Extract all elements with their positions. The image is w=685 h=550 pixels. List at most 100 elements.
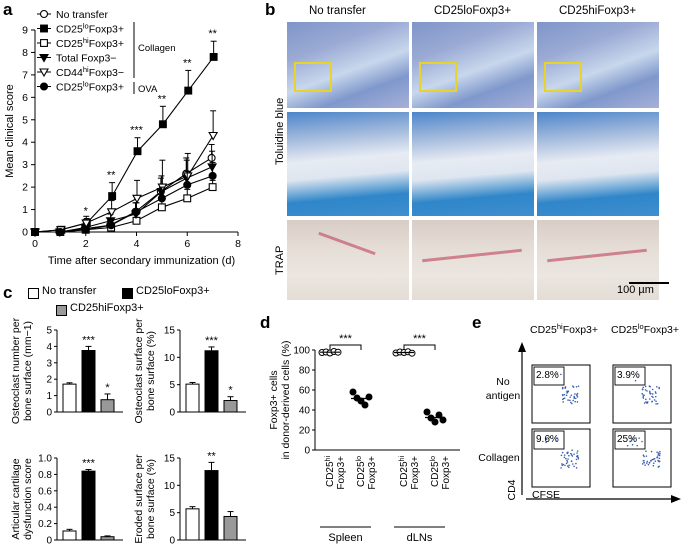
flow-event xyxy=(652,464,655,467)
bar xyxy=(223,515,238,541)
group-label: CD25hi xyxy=(399,456,411,487)
y-tick-label: 20 xyxy=(299,426,311,437)
flow-event xyxy=(641,388,644,391)
series-line xyxy=(35,186,213,233)
flow-row-label: Collagen xyxy=(478,452,520,464)
data-point xyxy=(209,52,218,61)
row-label-trap: TRAP xyxy=(274,245,286,275)
legend-bracket-label: Collagen xyxy=(138,43,176,54)
significance-mark: *** xyxy=(205,335,219,347)
data-point xyxy=(208,131,219,141)
legend-a: No transferCD25loFoxp3+CD25hiFoxp3+Total… xyxy=(37,9,176,95)
legend-swatch-hi xyxy=(56,305,67,316)
y-tick-label: 5 xyxy=(22,114,28,126)
data-point xyxy=(183,180,192,189)
flow-event xyxy=(564,464,566,467)
bar-chart-c4: 0 5 10 15 ** Eroded surface per bone surface (… xyxy=(133,450,246,547)
flow-event xyxy=(656,385,658,388)
bar xyxy=(100,536,115,541)
data-point xyxy=(106,208,117,217)
data-point xyxy=(208,171,217,180)
flow-event xyxy=(643,455,645,458)
bar xyxy=(81,470,96,541)
flow-event xyxy=(575,462,577,465)
panel-c-legend: No transfer CD25loFoxp3+ CD25hiFoxp3+ xyxy=(28,284,268,318)
flow-gate xyxy=(533,430,565,450)
flow-event xyxy=(570,401,572,404)
flow-event xyxy=(646,401,649,403)
significance-bracket xyxy=(403,344,436,350)
scale-bar xyxy=(629,282,669,284)
data-point xyxy=(30,227,40,237)
flow-event xyxy=(656,402,659,405)
significance-mark: ** xyxy=(158,93,167,105)
y-tick-label: 10 xyxy=(164,481,176,492)
flow-event xyxy=(571,463,574,465)
flow-event xyxy=(659,450,661,453)
legend-lo: CD25loFoxp3+ xyxy=(136,285,210,297)
y-tick-label: 10 xyxy=(164,353,176,364)
legend-marker xyxy=(40,24,48,33)
flow-event xyxy=(576,393,578,396)
flow-plot-frame xyxy=(531,428,591,488)
data-point xyxy=(132,207,141,216)
data-point xyxy=(133,147,142,156)
significance-mark: ** xyxy=(183,57,192,69)
flow-event xyxy=(560,373,562,376)
bar xyxy=(223,400,238,413)
flow-event xyxy=(652,462,655,464)
flow-event xyxy=(570,452,572,455)
flow-event xyxy=(576,396,579,398)
flow-event xyxy=(577,458,580,460)
flow-event xyxy=(545,438,548,441)
histology-toluidine-low-2 xyxy=(537,22,659,108)
data-point xyxy=(207,163,218,173)
y-tick-label: 100 xyxy=(293,346,310,357)
y-axis-title: Osteoclast number per xyxy=(10,318,22,424)
legend-label: CD44hiFoxp3− xyxy=(56,65,124,80)
flow-event xyxy=(642,397,645,399)
flow-event xyxy=(629,440,631,443)
flow-gate-percent: 9.6% xyxy=(536,434,559,445)
series-line xyxy=(34,135,214,233)
group-label: CD25lo xyxy=(430,456,442,487)
y-axis-title: Osteoclast surface per xyxy=(133,318,145,424)
col-no-transfer: No transfer xyxy=(309,5,366,17)
flow-event xyxy=(644,464,646,466)
y-tick-label: 3 xyxy=(46,358,52,369)
y-axis-title: bone surface (%) xyxy=(145,331,157,411)
legend-no-transfer: No transfer xyxy=(42,285,97,297)
flow-x-axis-label: CFSE xyxy=(532,489,560,501)
flow-event xyxy=(646,460,649,463)
panel-label-e: e xyxy=(472,313,482,332)
flow-event xyxy=(658,387,660,390)
flow-event xyxy=(653,457,656,460)
flow-event xyxy=(565,457,567,460)
flow-event xyxy=(575,458,578,461)
y-axis-title: dysfunction score xyxy=(22,458,34,540)
scatter-group-2 xyxy=(392,348,416,357)
flow-event xyxy=(636,444,639,447)
bar xyxy=(204,470,219,541)
flow-event xyxy=(567,458,569,460)
y-axis-title: bone surface (%) xyxy=(145,459,157,539)
tissue-label: Spleen xyxy=(328,532,362,544)
flow-event xyxy=(658,457,661,460)
y-tick-label: 5 xyxy=(46,326,52,337)
flow-event xyxy=(650,459,652,462)
scale-bar-label: 100 µm xyxy=(617,284,654,296)
flow-event xyxy=(562,397,565,400)
flow-plot: 2.8% xyxy=(531,364,591,424)
legend-marker xyxy=(39,68,49,78)
data-point xyxy=(81,225,90,234)
flow-column-label: CD25loFoxp3+ xyxy=(611,322,679,337)
y-tick-label: 15 xyxy=(164,454,176,465)
flow-gate-percent: 25% xyxy=(617,434,637,445)
flow-event xyxy=(649,393,652,395)
y-tick-label: 6 xyxy=(22,92,28,104)
flow-event xyxy=(648,390,651,393)
flow-event xyxy=(566,465,569,467)
